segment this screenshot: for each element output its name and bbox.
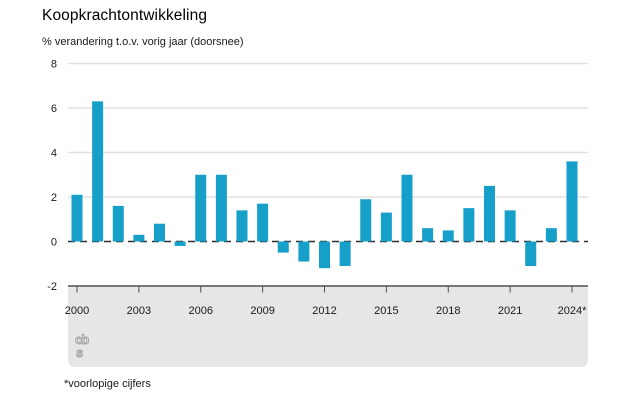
bar-2013[interactable] xyxy=(339,241,351,266)
bar-2009[interactable] xyxy=(257,203,269,242)
bar-2007[interactable] xyxy=(215,174,227,242)
y-tick-label--2: -2 xyxy=(47,281,57,293)
bar-2001[interactable] xyxy=(92,101,104,242)
x-tick-label-2024: 2024* xyxy=(558,305,587,317)
y-tick-label-6: 6 xyxy=(51,103,57,115)
bar-chart-svg: 2000 2003 2006 2009 2012 2015 2018 2021 2024* 8 6 4… xyxy=(47,59,588,367)
bar-2024[interactable] xyxy=(566,161,578,242)
bar-2016[interactable] xyxy=(401,174,413,242)
bar-2003[interactable] xyxy=(133,234,145,242)
bar-2019[interactable] xyxy=(463,208,475,242)
x-tick-label-2000: 2000 xyxy=(65,305,89,317)
bar-2012[interactable] xyxy=(319,241,330,269)
y-tick-label-0: 0 xyxy=(51,237,57,249)
x-tick-label-2009: 2009 xyxy=(250,305,274,317)
x-tick-label-2006: 2006 xyxy=(189,305,213,317)
bar-2011[interactable] xyxy=(298,241,310,262)
bar-2002[interactable] xyxy=(112,205,124,242)
bar-2008[interactable] xyxy=(236,210,248,242)
bar-2022[interactable] xyxy=(525,241,537,266)
bar-2000[interactable] xyxy=(71,194,83,242)
chart-subtitle: % verandering t.o.v. vorig jaar (doorsne… xyxy=(42,36,244,48)
cbs-logo-line1: cb xyxy=(75,332,89,347)
cbs-logo: cbs xyxy=(75,332,91,361)
bar-2014[interactable] xyxy=(360,199,372,242)
bar-2017[interactable] xyxy=(422,228,434,242)
chart-area: 2000 2003 2006 2009 2012 2015 2018 2021 2024* 8 6 4… xyxy=(0,55,626,375)
bar-2020[interactable] xyxy=(484,185,495,242)
cbs-logo-line2: s xyxy=(76,345,83,360)
x-tick-label-2021: 2021 xyxy=(498,305,522,317)
y-tick-label-4: 4 xyxy=(51,148,57,160)
y-tick-label-2: 2 xyxy=(51,192,57,204)
y-tick-label-8: 8 xyxy=(51,59,57,71)
bar-2006[interactable] xyxy=(195,174,207,242)
axis-panel xyxy=(68,286,588,367)
x-tick-label-2015: 2015 xyxy=(374,305,398,317)
x-tick-label-2003: 2003 xyxy=(127,305,151,317)
bar-2023[interactable] xyxy=(545,228,557,242)
x-tick-label-2018: 2018 xyxy=(436,305,460,317)
bar-2021[interactable] xyxy=(504,210,516,242)
bar-2018[interactable] xyxy=(442,230,454,242)
bar-2005[interactable] xyxy=(174,241,186,246)
bar-2010[interactable] xyxy=(277,241,289,253)
x-tick-label-2012: 2012 xyxy=(312,305,336,317)
chart-footnote: *voorlopige cijfers xyxy=(64,378,151,390)
bar-2015[interactable] xyxy=(380,212,392,242)
chart-title: Koopkrachtontwikkeling xyxy=(42,7,208,24)
bar-2004[interactable] xyxy=(154,223,165,242)
